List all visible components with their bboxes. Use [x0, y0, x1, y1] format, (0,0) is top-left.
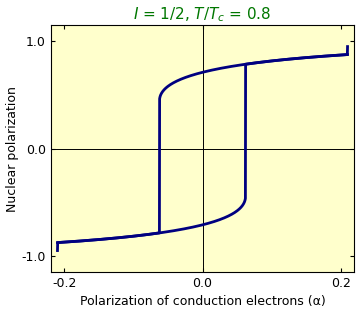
X-axis label: Polarization of conduction electrons (α): Polarization of conduction electrons (α): [80, 295, 325, 308]
Y-axis label: Nuclear polarization: Nuclear polarization: [5, 86, 19, 212]
Title: $I$ = 1/2, $T$/$T_c$ = 0.8: $I$ = 1/2, $T$/$T_c$ = 0.8: [134, 6, 271, 24]
